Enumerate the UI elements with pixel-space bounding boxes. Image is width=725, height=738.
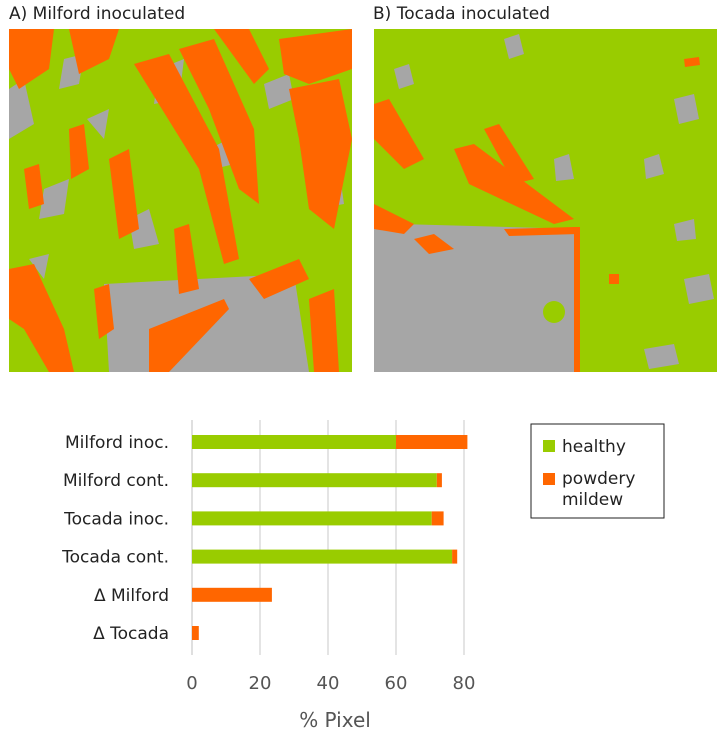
healthy-spot <box>543 301 565 323</box>
category-label: Milford inoc. <box>65 433 169 453</box>
bar-powdery-mildew <box>192 587 272 602</box>
legend-box <box>530 423 665 519</box>
legend: healthy powdery mildew <box>530 423 665 519</box>
category-label: Milford cont. <box>63 471 169 491</box>
bar-powdery-mildew <box>192 626 199 640</box>
legend-label-healthy: healthy <box>562 437 626 457</box>
tocada-segmentation-image <box>374 29 717 372</box>
bar-powdery-mildew <box>431 511 444 526</box>
legend-swatch-powdery-mildew <box>543 473 555 485</box>
x-axis-label: % Pixel <box>299 708 371 732</box>
milford-segmentation-image <box>9 29 352 372</box>
pixel-share-chart: Milford inoc. Milford cont. Tocada inoc. To… <box>61 420 665 732</box>
bar-powdery-mildew <box>436 473 442 488</box>
mildew-regions <box>374 57 700 372</box>
panel-a-title: A) Milford inoculated <box>9 4 186 24</box>
x-tick-label: 60 <box>385 673 408 694</box>
gridlines <box>191 420 465 655</box>
x-tick-label: 80 <box>453 673 476 694</box>
category-label: Δ Milford <box>94 586 169 606</box>
legend-swatch-healthy <box>543 440 555 452</box>
x-tick-label: 20 <box>249 673 272 694</box>
panel-b-title: B) Tocada inoculated <box>373 4 551 24</box>
bar-powdery-mildew <box>396 435 468 449</box>
bar-healthy <box>192 473 437 488</box>
bar-healthy <box>192 435 396 449</box>
legend-label-powdery-mildew: powdery mildew <box>562 469 635 510</box>
x-tick-labels: 0 20 40 60 80 <box>186 673 475 694</box>
x-tick-label: 40 <box>317 673 340 694</box>
bar-healthy <box>192 511 432 526</box>
bars <box>192 435 468 640</box>
bar-healthy <box>192 549 453 564</box>
category-label: Tocada cont. <box>61 548 169 568</box>
category-label: Tocada inoc. <box>63 509 169 529</box>
mildew-regions <box>9 29 352 372</box>
bar-powdery-mildew <box>452 549 458 564</box>
category-labels: Milford inoc. Milford cont. Tocada inoc. To… <box>61 433 169 644</box>
x-tick-label: 0 <box>186 673 197 694</box>
background-regions <box>374 34 714 372</box>
category-label: Δ Tocada <box>93 624 169 644</box>
